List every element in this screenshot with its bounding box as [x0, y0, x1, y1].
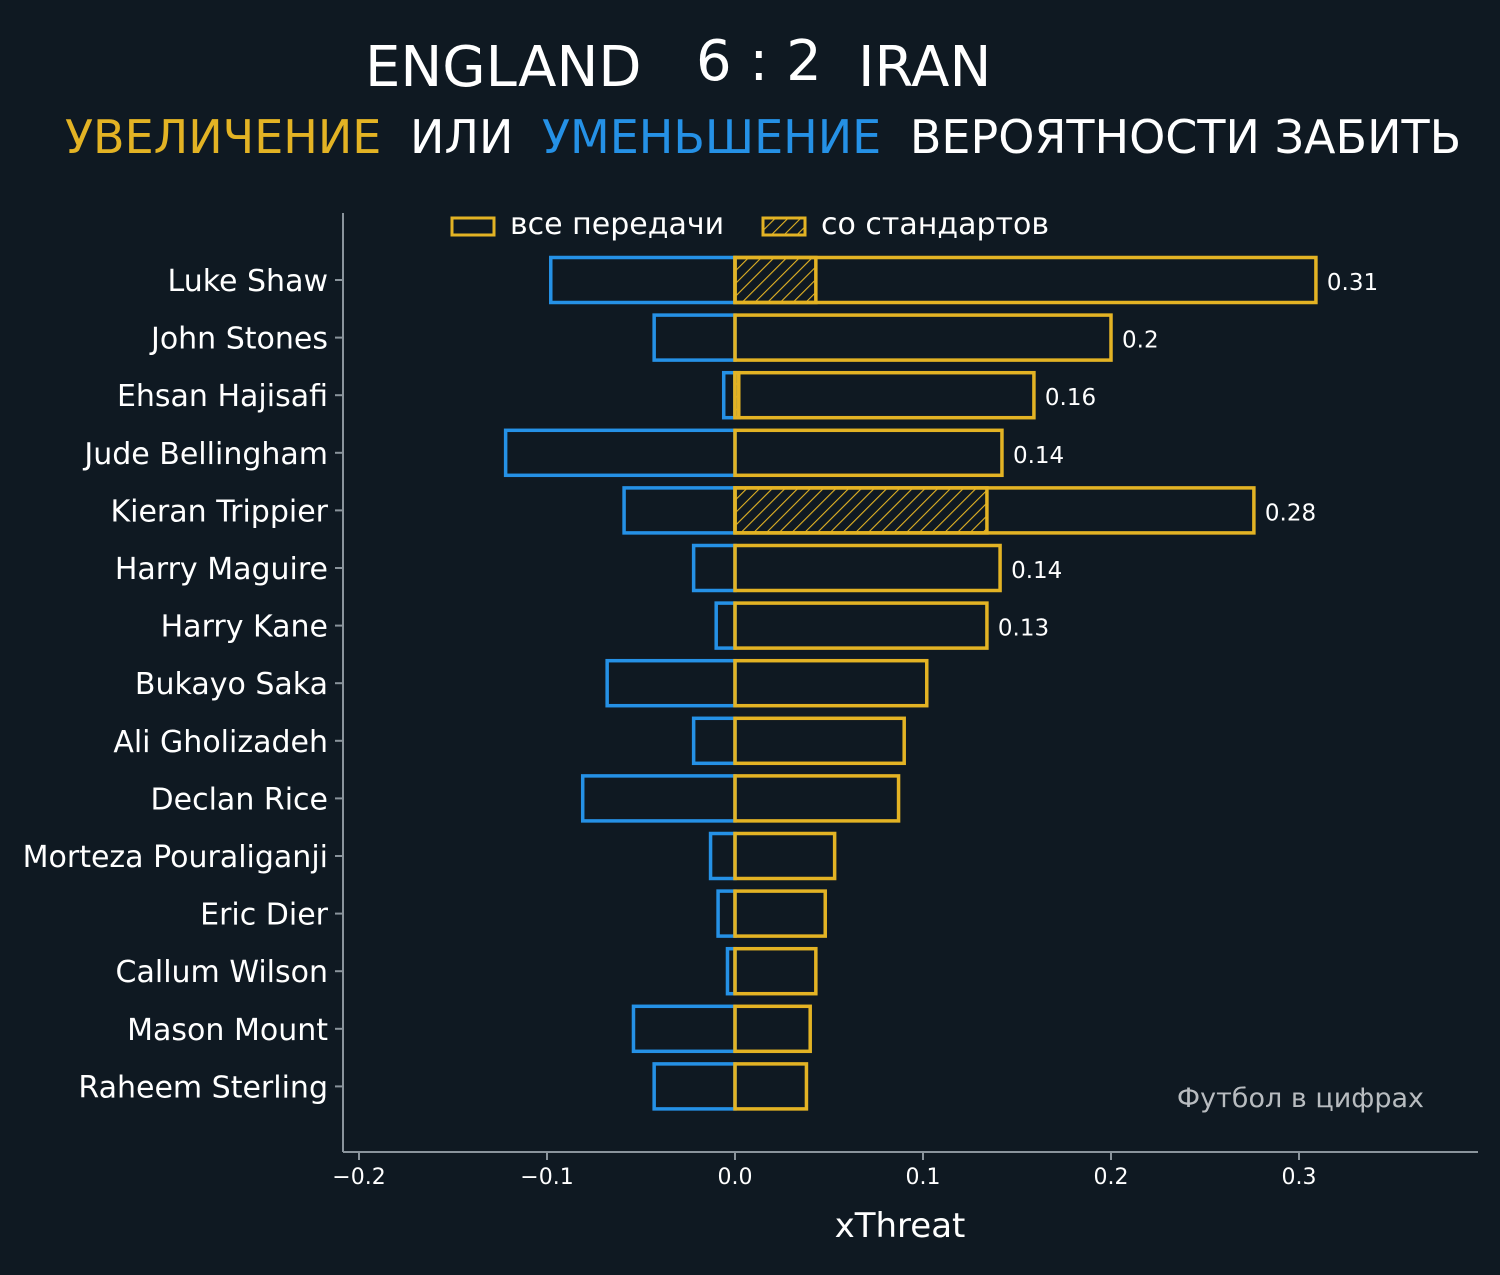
x-tick-label: −0.1	[520, 1165, 573, 1190]
value-label: 0.2	[1122, 328, 1159, 354]
bar-increase	[733, 370, 1036, 420]
bar-increase	[733, 428, 1004, 478]
bar-set-pieces	[733, 255, 818, 305]
bar-increase	[733, 1062, 809, 1111]
legend: все передачи со стандартов	[450, 207, 1049, 242]
bar-increase	[733, 486, 1256, 535]
bars-group: 0.31 0.2 0.16 0.14 0.28 0.14 0.13	[503, 255, 1378, 1111]
score: 6 : 2	[696, 29, 822, 94]
player-label: Morteza Pouraliganji	[23, 840, 328, 875]
watermark: Футбол в цифрах	[1177, 1083, 1424, 1114]
player-label: Jude Bellingham	[82, 437, 328, 472]
subtitle-rest: ВЕРОЯТНОСТИ ЗАБИТЬ	[910, 110, 1461, 164]
value-label: 0.31	[1327, 270, 1378, 296]
bar-set-pieces	[733, 486, 989, 535]
bar-increase	[733, 658, 929, 708]
x-tick-label: 0.1	[906, 1165, 941, 1190]
bar-increase	[733, 1004, 812, 1054]
x-ticks: −0.2 −0.1 0.0 0.1 0.2 0.3	[332, 1152, 1317, 1190]
legend-label-set-pieces: со стандартов	[821, 207, 1049, 242]
subtitle-or: ИЛИ	[410, 110, 513, 164]
value-label: 0.14	[1013, 443, 1064, 469]
bar-increase	[733, 774, 901, 823]
player-label: Eric Dier	[200, 898, 329, 933]
legend-swatch-set-pieces	[761, 216, 807, 237]
legend-label-all: все передачи	[510, 207, 724, 242]
home-team: ENGLAND	[365, 35, 641, 100]
value-label: 0.14	[1011, 558, 1062, 584]
subtitle: УВЕЛИЧЕНИЕ ИЛИ УМЕНЬШЕНИЕ ВЕРОЯТНОСТИ ЗА…	[65, 110, 1461, 164]
x-tick-label: 0.2	[1094, 1165, 1129, 1190]
bar-increase	[733, 946, 818, 996]
y-tick-labels: Luke Shaw John Stones Ehsan Hajisafi Jude B…	[23, 264, 343, 1105]
player-label: Declan Rice	[151, 782, 328, 817]
bar-increase	[733, 255, 1318, 305]
away-team: IRAN	[858, 35, 991, 100]
x-axis-title: xThreat	[835, 1206, 966, 1246]
subtitle-decrease: УМЕНЬШЕНИЕ	[542, 110, 881, 164]
player-label: Ali Gholizadeh	[113, 725, 328, 760]
bar-increase	[733, 543, 1002, 593]
player-label: Ehsan Hajisafi	[117, 379, 328, 414]
value-label: 0.16	[1045, 385, 1096, 411]
x-tick-label: 0.0	[718, 1165, 753, 1190]
subtitle-increase: УВЕЛИЧЕНИЕ	[65, 110, 381, 164]
value-label: 0.28	[1265, 500, 1316, 526]
player-label: Harry Maguire	[115, 552, 328, 587]
player-label: Callum Wilson	[116, 955, 328, 990]
player-label: John Stones	[149, 322, 328, 357]
player-label: Bukayo Saka	[135, 667, 328, 702]
bar-increase	[733, 831, 837, 881]
bar-increase	[733, 889, 827, 938]
bar-increase	[733, 716, 906, 766]
x-tick-label: 0.3	[1282, 1165, 1317, 1190]
player-label: Kieran Trippier	[110, 494, 328, 529]
player-label: Luke Shaw	[168, 264, 328, 299]
bar-increase	[733, 601, 989, 650]
player-label: Mason Mount	[127, 1013, 328, 1048]
player-label: Raheem Sterling	[78, 1070, 328, 1105]
player-label: Harry Kane	[161, 610, 328, 645]
bar-increase	[733, 313, 1113, 362]
value-label: 0.13	[998, 616, 1049, 642]
x-tick-label: −0.2	[332, 1165, 385, 1190]
legend-swatch-all	[450, 216, 496, 237]
